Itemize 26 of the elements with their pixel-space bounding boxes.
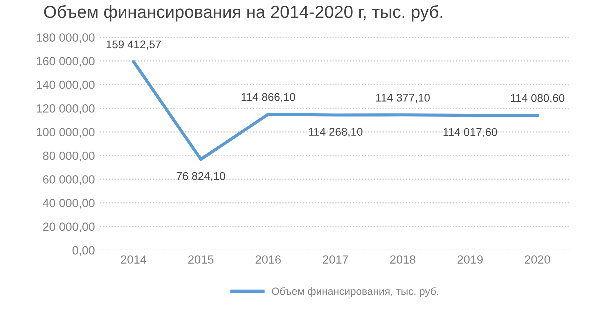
data-label: 76 824,10 bbox=[176, 172, 226, 182]
x-tick-label: 2017 bbox=[323, 256, 348, 264]
x-tick-label: 2018 bbox=[390, 256, 416, 264]
legend-label: Объем финансирования, тыс. руб. bbox=[272, 287, 438, 298]
y-tick-label: 20 000,00 bbox=[43, 222, 95, 233]
y-tick-label: 180 000,00 bbox=[37, 34, 95, 44]
x-tick-label: 2015 bbox=[188, 256, 214, 264]
y-tick-label: 60 000,00 bbox=[43, 175, 95, 186]
data-label: 159 412,57 bbox=[106, 40, 162, 50]
y-tick-label: 100 000,00 bbox=[37, 128, 95, 138]
data-label: 114 866,10 bbox=[242, 93, 296, 103]
data-label: 114 268,10 bbox=[309, 128, 363, 138]
data-label: 114 017,60 bbox=[444, 128, 498, 138]
y-tick-label: 0,00 bbox=[72, 246, 95, 256]
x-tick-label: 2019 bbox=[458, 256, 483, 264]
y-tick-label: 160 000,00 bbox=[37, 57, 95, 67]
y-tick-label: 80 000,00 bbox=[43, 152, 95, 162]
y-tick-label: 40 000,00 bbox=[43, 199, 95, 209]
x-tick-label: 2020 bbox=[525, 256, 550, 264]
data-label: 114 377,10 bbox=[376, 94, 430, 104]
y-tick-label: 140 000,00 bbox=[37, 80, 95, 91]
data-label: 114 080,60 bbox=[511, 94, 565, 104]
chart-title: Объем финансирования на 2014-2020 г, тыс. руб. bbox=[44, 5, 442, 22]
x-tick-label: 2016 bbox=[256, 256, 282, 264]
y-tick-label: 120 000,00 bbox=[37, 104, 95, 114]
x-tick-label: 2014 bbox=[121, 256, 147, 264]
